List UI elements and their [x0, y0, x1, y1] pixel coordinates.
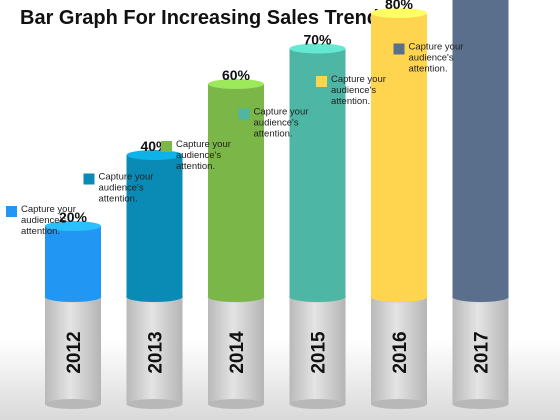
annotation-line: attention.: [99, 194, 138, 205]
annotation-line: attention.: [254, 129, 293, 140]
legend-swatch: [6, 206, 17, 217]
annotation-line: audience's: [331, 85, 376, 96]
annotation-line: audience's: [409, 53, 454, 64]
annotation-line: attention.: [331, 96, 370, 107]
bar-value-label: 70%: [303, 32, 332, 48]
bar-bottom: [126, 292, 183, 302]
year-pedestal-bottom: [126, 399, 183, 409]
legend-swatch: [238, 108, 250, 120]
legend-swatch: [316, 76, 327, 87]
annotation-line: attention.: [21, 226, 60, 237]
annotation-line: Capture your: [254, 107, 309, 118]
bar-top: [289, 43, 346, 54]
bar-bottom: [452, 292, 509, 302]
year-pedestal-bottom: [45, 399, 101, 409]
annotation-line: audience's: [176, 150, 221, 161]
annotation-line: audience's: [21, 215, 66, 226]
year-label: 2012: [64, 331, 85, 373]
annotation-text: Capture your audience's attention.: [331, 74, 386, 107]
bar-body: [371, 13, 427, 297]
bar-bottom: [371, 292, 427, 302]
year-pedestal: [371, 297, 427, 404]
annotation-line: Capture your: [331, 74, 386, 85]
annotation-text: Capture your audience's attention.: [99, 172, 154, 205]
bar-value-label: 20%: [59, 209, 88, 225]
bar-top: [371, 8, 427, 18]
year-label: 2016: [390, 331, 411, 373]
bar-value-label: 60%: [222, 67, 251, 83]
annotation-line: attention.: [409, 64, 448, 75]
annotation-line: audience's: [99, 183, 144, 194]
year-pedestal: [208, 297, 264, 404]
year-pedestal-bottom: [289, 399, 346, 409]
year-label: 2015: [309, 331, 330, 374]
bar-top: [208, 79, 264, 89]
annotation-text: Capture your audience's attention.: [21, 204, 76, 237]
annotation-line: audience's: [254, 118, 299, 129]
legend-swatch: [161, 141, 172, 152]
bar-body: [452, 0, 509, 297]
bar-bottom: [289, 292, 346, 302]
bar-bottom: [45, 292, 101, 302]
year-label: 2017: [472, 331, 493, 373]
year-label: 2013: [146, 331, 167, 373]
year-pedestal-bottom: [452, 399, 509, 409]
year-label: 2014: [227, 331, 248, 374]
year-pedestal: [126, 297, 183, 404]
legend-swatch: [83, 173, 95, 185]
year-pedestal: [289, 297, 346, 404]
bar-body: [208, 84, 264, 297]
annotation-line: Capture your: [409, 42, 464, 53]
bar-body: [45, 226, 101, 297]
year-pedestal-bottom: [208, 399, 264, 409]
annotation-line: attention.: [176, 161, 215, 172]
year-pedestal-bottom: [371, 399, 427, 409]
annotation-text: Capture your audience's attention.: [254, 107, 309, 140]
legend-swatch: [393, 43, 405, 55]
bar-top: [45, 221, 101, 231]
chart-title: Bar Graph For Increasing Sales Trend: [20, 7, 379, 29]
bar-top: [126, 150, 183, 160]
annotation-line: Capture your: [99, 172, 154, 183]
bar-bottom: [208, 292, 264, 302]
bar-body: [289, 48, 346, 297]
annotation-text: Capture your audience's attention.: [176, 139, 231, 172]
year-pedestal: [452, 297, 509, 404]
bar-value-label: 80%: [385, 0, 414, 12]
annotation-line: Capture your: [21, 204, 76, 215]
annotation-text: Capture your audience's attention.: [409, 42, 464, 75]
annotation-line: Capture your: [176, 139, 231, 150]
bar-body: [126, 155, 183, 297]
year-pedestal: [45, 297, 101, 404]
